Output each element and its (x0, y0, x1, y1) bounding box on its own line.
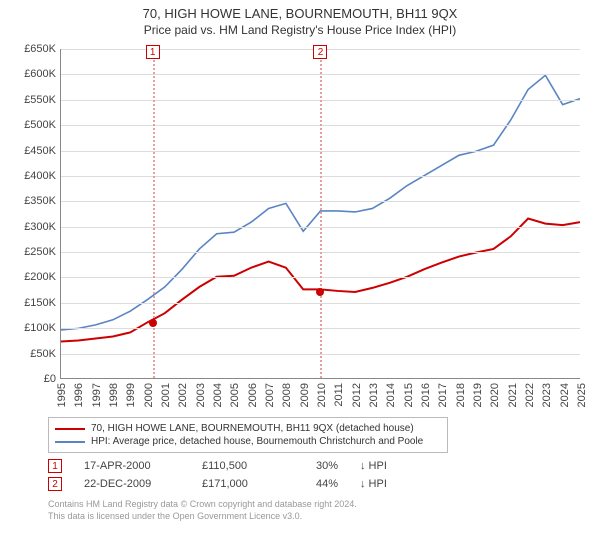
footer-line-2: This data is licensed under the Open Gov… (48, 511, 590, 523)
sale-dot (149, 319, 157, 327)
ytick-label: £150K (10, 297, 56, 309)
xtick-label: 2002 (177, 383, 189, 407)
chart-subtitle: Price paid vs. HM Land Registry's House … (10, 23, 590, 37)
sale-vline (320, 49, 322, 378)
ytick-label: £500K (10, 119, 56, 131)
xtick-label: 1995 (56, 383, 68, 407)
xtick-label: 2004 (212, 383, 224, 407)
xtick-label: 2019 (472, 383, 484, 407)
xtick-label: 2001 (160, 383, 172, 407)
footer: Contains HM Land Registry data © Crown c… (48, 499, 590, 522)
xtick-label: 1999 (125, 383, 137, 407)
xtick-label: 2014 (385, 383, 397, 407)
sale-row-marker: 1 (48, 459, 62, 473)
legend-item: 70, HIGH HOWE LANE, BOURNEMOUTH, BH11 9Q… (55, 422, 441, 435)
sale-marker-box: 1 (146, 45, 160, 59)
sale-delta: ↓ HPI (360, 478, 400, 490)
sale-pct: 44% (298, 478, 338, 490)
xtick-label: 2024 (559, 383, 571, 407)
legend-label: 70, HIGH HOWE LANE, BOURNEMOUTH, BH11 9Q… (91, 423, 414, 434)
legend: 70, HIGH HOWE LANE, BOURNEMOUTH, BH11 9Q… (48, 417, 448, 453)
xtick-label: 2006 (247, 383, 259, 407)
legend-item: HPI: Average price, detached house, Bour… (55, 435, 441, 448)
ytick-label: £300K (10, 221, 56, 233)
xtick-label: 2008 (281, 383, 293, 407)
legend-swatch (55, 441, 85, 443)
xtick-label: 2013 (368, 383, 380, 407)
xtick-label: 2015 (403, 383, 415, 407)
xtick-label: 2011 (333, 383, 345, 407)
ytick-label: £650K (10, 43, 56, 55)
sale-row: 1 17-APR-2000 £110,500 30% ↓ HPI (48, 457, 590, 475)
xtick-label: 2009 (299, 383, 311, 407)
ytick-label: £50K (10, 348, 56, 360)
ytick-label: £400K (10, 170, 56, 182)
sale-dot (316, 288, 324, 296)
ytick-label: £350K (10, 195, 56, 207)
xtick-label: 2016 (420, 383, 432, 407)
legend-label: HPI: Average price, detached house, Bour… (91, 436, 423, 447)
sale-row: 2 22-DEC-2009 £171,000 44% ↓ HPI (48, 475, 590, 493)
ytick-label: £600K (10, 68, 56, 80)
xtick-label: 2018 (455, 383, 467, 407)
footer-line-1: Contains HM Land Registry data © Crown c… (48, 499, 590, 511)
plot-area: 12 (60, 49, 580, 379)
xtick-label: 2010 (316, 383, 328, 407)
xtick-label: 2023 (541, 383, 553, 407)
ytick-label: £250K (10, 246, 56, 258)
sales-table: 1 17-APR-2000 £110,500 30% ↓ HPI 2 22-DEC-2009… (48, 457, 590, 493)
xtick-label: 2012 (351, 383, 363, 407)
xtick-label: 2017 (437, 383, 449, 407)
sale-date: 22-DEC-2009 (84, 478, 180, 490)
xtick-label: 1996 (73, 383, 85, 407)
sale-row-marker: 2 (48, 477, 62, 491)
chart-title: 70, HIGH HOWE LANE, BOURNEMOUTH, BH11 9Q… (10, 6, 590, 21)
ytick-label: £550K (10, 94, 56, 106)
legend-swatch (55, 428, 85, 430)
xtick-label: 1998 (108, 383, 120, 407)
ytick-label: £450K (10, 145, 56, 157)
chart: 12 £0£50K£100K£150K£200K£250K£300K£350K£… (10, 41, 590, 411)
xtick-label: 2021 (507, 383, 519, 407)
sale-date: 17-APR-2000 (84, 460, 180, 472)
xtick-label: 1997 (91, 383, 103, 407)
sale-pct: 30% (298, 460, 338, 472)
xtick-label: 2005 (229, 383, 241, 407)
ytick-label: £200K (10, 271, 56, 283)
xtick-label: 2007 (264, 383, 276, 407)
sale-price: £110,500 (202, 460, 276, 472)
xtick-label: 2003 (195, 383, 207, 407)
ytick-label: £100K (10, 322, 56, 334)
xtick-label: 2000 (143, 383, 155, 407)
ytick-label: £0 (10, 373, 56, 385)
sale-price: £171,000 (202, 478, 276, 490)
xtick-label: 2020 (489, 383, 501, 407)
xtick-label: 2025 (576, 383, 588, 407)
sale-vline (153, 49, 155, 378)
sale-delta: ↓ HPI (360, 460, 400, 472)
xtick-label: 2022 (524, 383, 536, 407)
sale-marker-box: 2 (313, 45, 327, 59)
